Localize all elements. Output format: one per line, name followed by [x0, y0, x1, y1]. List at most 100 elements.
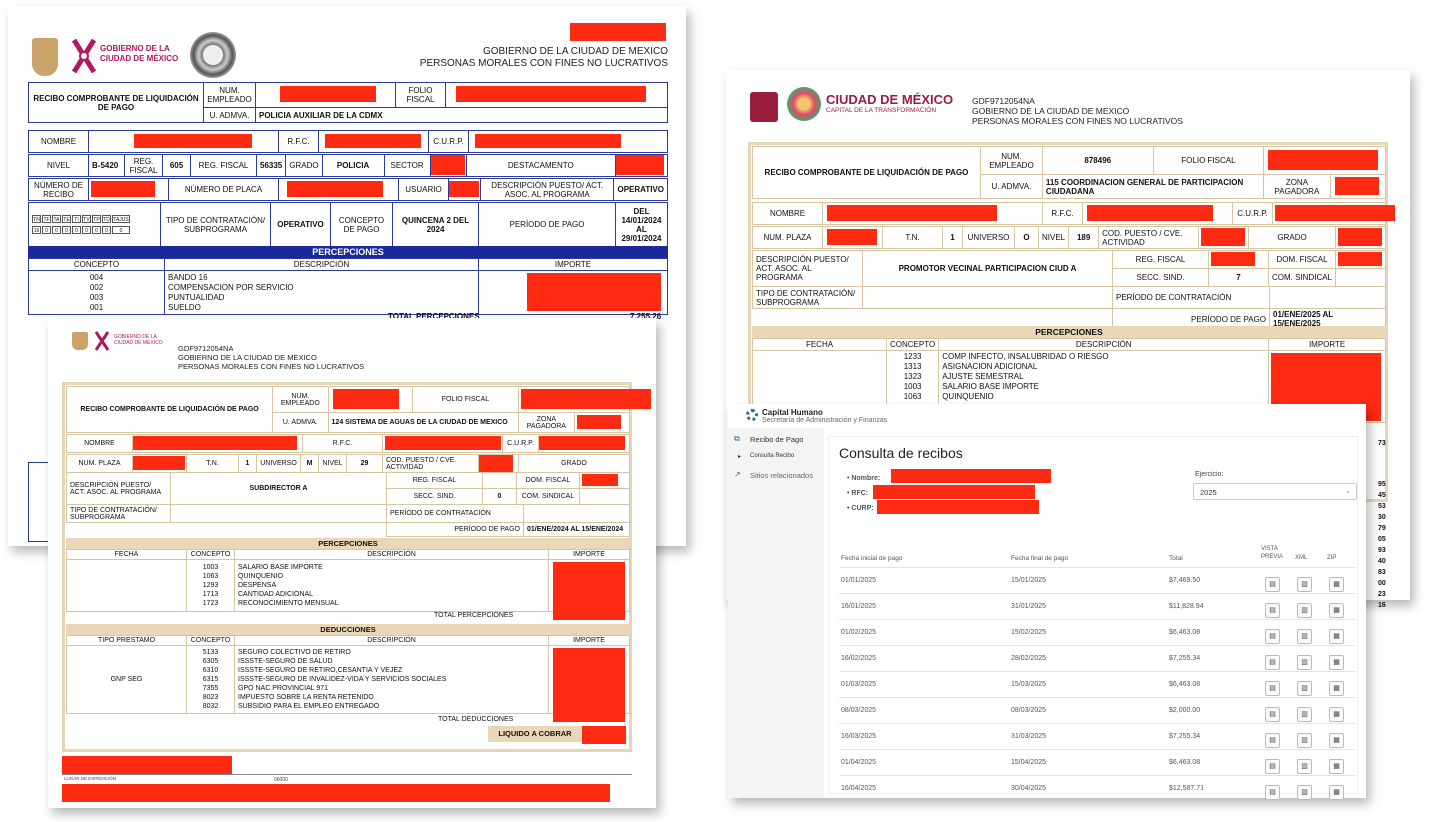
column-header: Total [1169, 555, 1183, 562]
redaction [325, 134, 421, 148]
label: DESCRIPCIÓN PUESTO/ ACT. ASOC. AL PROGRA… [479, 178, 615, 201]
fecha-inicial: 01/03/2025 [841, 681, 877, 688]
pdf-preview-icon[interactable]: ▤ [1265, 629, 1280, 644]
concepto-code: 7355 [202, 685, 219, 692]
zip-file-icon[interactable]: ▦ [1329, 603, 1344, 618]
concepto-desc: AJUSTE SEMESTRAL [942, 372, 1024, 381]
pdf-preview-icon[interactable]: ▤ [1265, 759, 1280, 774]
nombre-label: Nombre: [851, 475, 881, 482]
concepto-desc: COMPENSACION POR SERVICIO [168, 282, 294, 292]
sidebar-item-recibo-de-pago[interactable]: ⧉ Recibo de Pago [728, 431, 824, 449]
concepto-code: 6305 [202, 658, 219, 665]
concepto-desc: SUELDO [168, 302, 201, 312]
total: $6,463.08 [1169, 629, 1201, 636]
total-label: TOTAL PERCEPCIONES [388, 312, 480, 321]
label: TIPO DE CONTRATACIÓN/ SUBPROGRAMA [752, 286, 863, 309]
section-header: PERCEPCIONES [28, 246, 668, 258]
label: T.N. [882, 226, 943, 249]
xml-file-icon[interactable]: ▥ [1297, 655, 1312, 670]
concepto-code: 1003 [903, 382, 922, 391]
receipt-title: RECIBO COMPROBANTE DE LIQUIDACIÓN DE PAG… [28, 82, 204, 123]
redaction [133, 456, 185, 470]
cut-off-value: 95 [1378, 481, 1386, 488]
label: TIPO DE CONTRATACIÓN/ SUBPROGRAMA [66, 504, 171, 523]
cut-off-value: 40 [1378, 558, 1386, 565]
value: B-5420 [88, 154, 125, 177]
redaction [576, 415, 621, 429]
xml-file-icon[interactable]: ▥ [1297, 707, 1312, 722]
label: FOLIO FISCAL [395, 81, 446, 109]
zip-file-icon[interactable]: ▦ [1329, 655, 1344, 670]
cut-off-value: 23 [1378, 591, 1386, 598]
header-line: GOBIERNO DE LA CIUDAD DE MEXICO [972, 106, 1130, 116]
xml-file-icon[interactable]: ▥ [1297, 681, 1312, 696]
cut-off-value: 05 [1378, 536, 1386, 543]
pdf-preview-icon[interactable]: ▤ [1265, 785, 1280, 800]
zip-file-icon[interactable]: ▦ [1329, 629, 1344, 644]
total-label: TOTAL PERCEPCIONES [434, 612, 514, 619]
ejercicio-select[interactable]: 2025 ⌄ [1193, 483, 1357, 500]
header-line: PERSONAS MORALES CON FINES NO LUCRATIVOS [972, 116, 1183, 126]
xml-file-icon[interactable]: ▥ [1297, 785, 1312, 800]
label: NIVEL [318, 454, 347, 473]
rfc-label: RFC: [851, 490, 869, 497]
label: NUM. PLAZA [752, 226, 823, 249]
label: PERÍODO DE CONTRATACIÓN [1112, 286, 1270, 309]
sidebar-item-consulta-recibo[interactable]: ▸ Consulta Recibo [728, 449, 824, 467]
tipo-prestamo: GNP SEG [66, 645, 187, 714]
zip-file-icon[interactable]: ▦ [1329, 785, 1344, 800]
xml-file-icon[interactable]: ▥ [1297, 759, 1312, 774]
concepto-code: 1063 [903, 392, 922, 401]
tiny-code-value: 0 [102, 226, 111, 234]
label: FOLIO FISCAL [1152, 146, 1265, 175]
label: CONCEPTO DE PAGO [330, 202, 393, 247]
column-header: ZIP [1327, 555, 1337, 561]
xml-file-icon[interactable]: ▥ [1297, 733, 1312, 748]
xml-file-icon[interactable]: ▥ [1297, 603, 1312, 618]
tiny-code-value: 0 [92, 226, 101, 234]
concepto-code: 1293 [202, 582, 219, 589]
zip-file-icon[interactable]: ▦ [1329, 759, 1344, 774]
value: POLICIA [321, 154, 385, 177]
fecha-inicial: 16/02/2025 [841, 655, 877, 662]
pdf-preview-icon[interactable]: ▤ [1265, 655, 1280, 670]
tiny-code-header: TN [32, 215, 41, 223]
xml-file-icon[interactable]: ▥ [1297, 577, 1312, 592]
tiny-code-value: 0 [82, 226, 91, 234]
label: USUARIO [398, 178, 449, 201]
pdf-preview-icon[interactable]: ▤ [1265, 707, 1280, 722]
label: NOMBRE [66, 434, 133, 453]
label: NÚMERO DE PLACA [168, 178, 279, 201]
concepto-desc: ASIGNACION ADICIONAL [942, 362, 1038, 371]
value: 605 [162, 154, 191, 177]
table-row: 01/01/2025 15/01/2025 $7,469.50 ▤ ▥ ▦ [839, 567, 1355, 593]
header-line: GOBIERNO DE LA CIUDAD DE MEXICO [482, 46, 668, 57]
receipt-title: RECIBO COMPROBANTE DE LIQUIDACIÓN DE PAG… [752, 146, 981, 199]
label: REG. FISCAL [124, 154, 163, 177]
tiny-code-header: TE [62, 215, 71, 223]
pdf-preview-icon[interactable]: ▤ [1265, 733, 1280, 748]
total: $11,828.94 [1169, 603, 1204, 610]
cut-off-value: 30 [1378, 514, 1386, 521]
sidebar-item-sitios-relacionados[interactable]: ↗ Sitios relacionados [728, 467, 824, 485]
zip-file-icon[interactable]: ▦ [1329, 733, 1344, 748]
pdf-preview-icon[interactable]: ▤ [1265, 577, 1280, 592]
redaction [430, 155, 465, 175]
rfc-patronal: GDF9712054NA [972, 96, 1035, 106]
concepto-desc: RECONOCIMIENTO MENSUAL [238, 600, 339, 607]
label: NIVEL [28, 154, 89, 177]
pdf-preview-icon[interactable]: ▤ [1265, 603, 1280, 618]
header-line: GOBIERNO DE LA CIUDAD DE MEXICO [178, 353, 317, 362]
concepto-code: 5133 [202, 649, 219, 656]
zip-file-icon[interactable]: ▦ [1329, 707, 1344, 722]
value: PROMOTOR VECINAL PARTICIPACION CIUD A [862, 250, 1113, 287]
concepto-code: 1713 [202, 591, 219, 598]
value: DEL 14/01/2024 AL 29/01/2024 [615, 202, 668, 247]
xml-file-icon[interactable]: ▥ [1297, 629, 1312, 644]
zip-file-icon[interactable]: ▦ [1329, 681, 1344, 696]
label: DOM. FISCAL [1268, 250, 1336, 269]
label: SECC. SIND. [386, 488, 483, 505]
pdf-preview-icon[interactable]: ▤ [1265, 681, 1280, 696]
zip-file-icon[interactable]: ▦ [1329, 577, 1344, 592]
section-header: PERCEPCIONES [752, 326, 1386, 338]
